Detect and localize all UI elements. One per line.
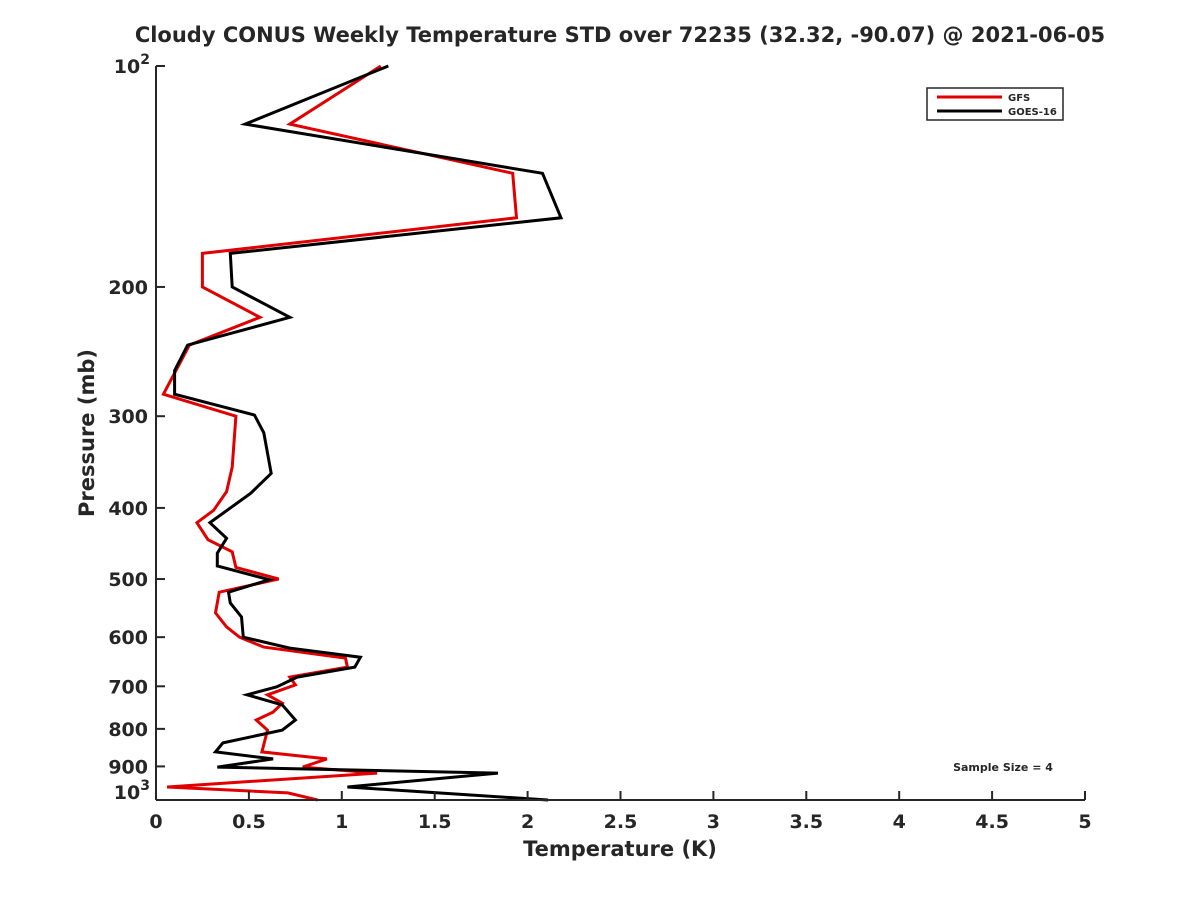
x-tick-label: 4.5	[975, 811, 1009, 833]
legend-box	[926, 87, 1064, 121]
y-tick-label: 200	[108, 277, 148, 299]
y-tick-label: 400	[108, 498, 148, 520]
x-axis-label: Temperature (K)	[523, 837, 717, 861]
y-tick-label: 103	[114, 778, 150, 804]
legend-label-goes16: GOES-16	[1008, 107, 1057, 118]
y-tick-label: 800	[108, 719, 148, 741]
x-tick-label: 3.5	[789, 811, 823, 833]
x-tick-label: 2	[521, 811, 534, 833]
y-tick-label: 500	[108, 569, 148, 591]
y-tick-label: 102	[114, 52, 150, 78]
series-line-gfs	[161, 64, 519, 802]
x-tick-label: 0.5	[232, 811, 266, 833]
x-tick-label: 2.5	[604, 811, 638, 833]
y-tick-label: 700	[108, 676, 148, 698]
chart-title: Cloudy CONUS Weekly Temperature STD over…	[135, 23, 1105, 47]
series-line-goes16	[173, 64, 564, 802]
y-tick-label: 900	[108, 756, 148, 778]
y-tick-label: 300	[108, 406, 148, 428]
x-tick-label: 1.5	[418, 811, 452, 833]
y-tick-label: 600	[108, 627, 148, 649]
legend: GFS GOES-16	[926, 87, 1064, 121]
axes: 0 0.5 1 1.5 2 2.5 3 3.5 4 4.5 5 102 200 300 400 500 600 7…	[108, 52, 1091, 833]
x-tick-label: 4	[893, 811, 906, 833]
sample-size-annotation: Sample Size = 4	[953, 761, 1053, 774]
series-layer	[161, 64, 564, 802]
legend-label-gfs: GFS	[1008, 93, 1030, 104]
x-tick-label: 5	[1078, 811, 1091, 833]
y-axis-label: Pressure (mb)	[75, 349, 99, 517]
x-tick-label: 0	[149, 811, 162, 833]
x-tick-label: 3	[707, 811, 720, 833]
x-tick-label: 1	[335, 811, 348, 833]
